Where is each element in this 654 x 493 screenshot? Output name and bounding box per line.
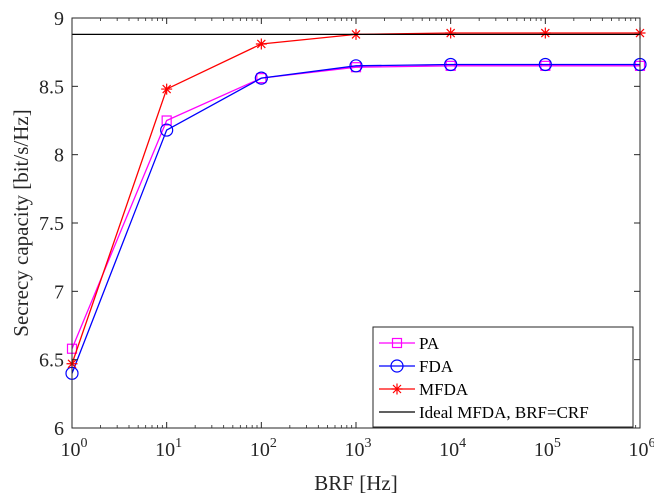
x-tick-label: 105 [534, 436, 561, 461]
y-axis-label: Secrecy capacity [bit/s/Hz] [9, 109, 33, 336]
data-point-fda-2 [254, 71, 268, 85]
legend-marker-pa [391, 337, 403, 349]
y-tick-label: 8 [54, 145, 64, 167]
series-line-fda [71, 63, 640, 374]
x-tick-label: 101 [155, 436, 182, 461]
y-tick-label: 8.5 [39, 76, 64, 98]
data-point-fda-5 [538, 57, 552, 72]
data-point-mfda-1 [161, 83, 173, 95]
y-tick-label: 9 [54, 8, 64, 30]
data-point-fda-3 [349, 59, 363, 73]
y-tick-label: 7 [54, 281, 64, 303]
series-line-pa [71, 65, 640, 349]
legend-label-mfda: MFDA [419, 380, 469, 399]
x-tick-label: 104 [439, 436, 466, 461]
data-point-mfda-2 [255, 38, 267, 50]
x-tick-label: 102 [250, 436, 277, 461]
data-point-mfda-4 [445, 27, 457, 39]
data-point-pa-1 [161, 115, 172, 126]
data-point-fda-4 [444, 57, 458, 72]
y-tick-label: 7.5 [39, 213, 64, 235]
legend-label-pa: PA [419, 334, 440, 353]
legend-marker-mfda [391, 383, 403, 395]
x-axis-label: BRF [Hz] [314, 471, 397, 493]
legend-label-ideal-mfda-brf-crf: Ideal MFDA, BRF=CRF [419, 403, 589, 422]
data-point-mfda-5 [539, 27, 551, 39]
legend-box [372, 326, 634, 428]
legend-label-fda: FDA [419, 357, 454, 376]
x-tick-label: 106 [629, 436, 654, 461]
legend-marker-fda [390, 359, 404, 373]
x-tick-label: 100 [61, 436, 88, 461]
x-tick-label: 103 [345, 436, 372, 461]
data-point-fda-1 [160, 123, 174, 137]
y-tick-label: 6.5 [39, 350, 64, 372]
y-tick-label: 6 [54, 418, 64, 440]
series-line-mfda [71, 32, 640, 364]
